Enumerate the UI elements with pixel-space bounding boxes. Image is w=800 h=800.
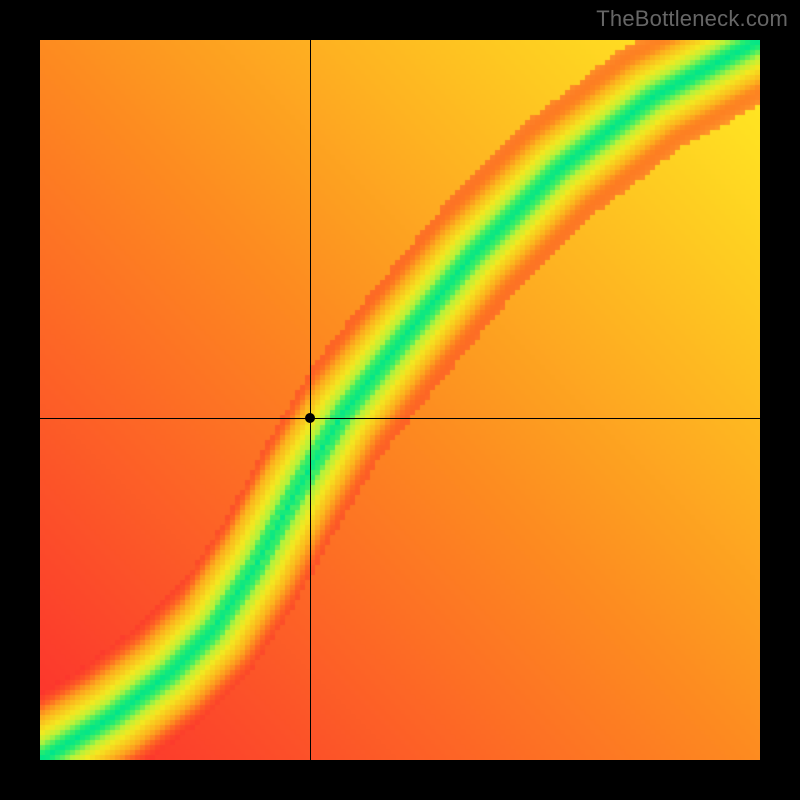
bottleneck-heatmap <box>40 40 760 760</box>
crosshair-vertical <box>310 40 311 760</box>
watermark-text: TheBottleneck.com <box>596 6 788 32</box>
crosshair-horizontal <box>40 418 760 419</box>
selection-marker <box>305 413 315 423</box>
figure-container: TheBottleneck.com <box>0 0 800 800</box>
